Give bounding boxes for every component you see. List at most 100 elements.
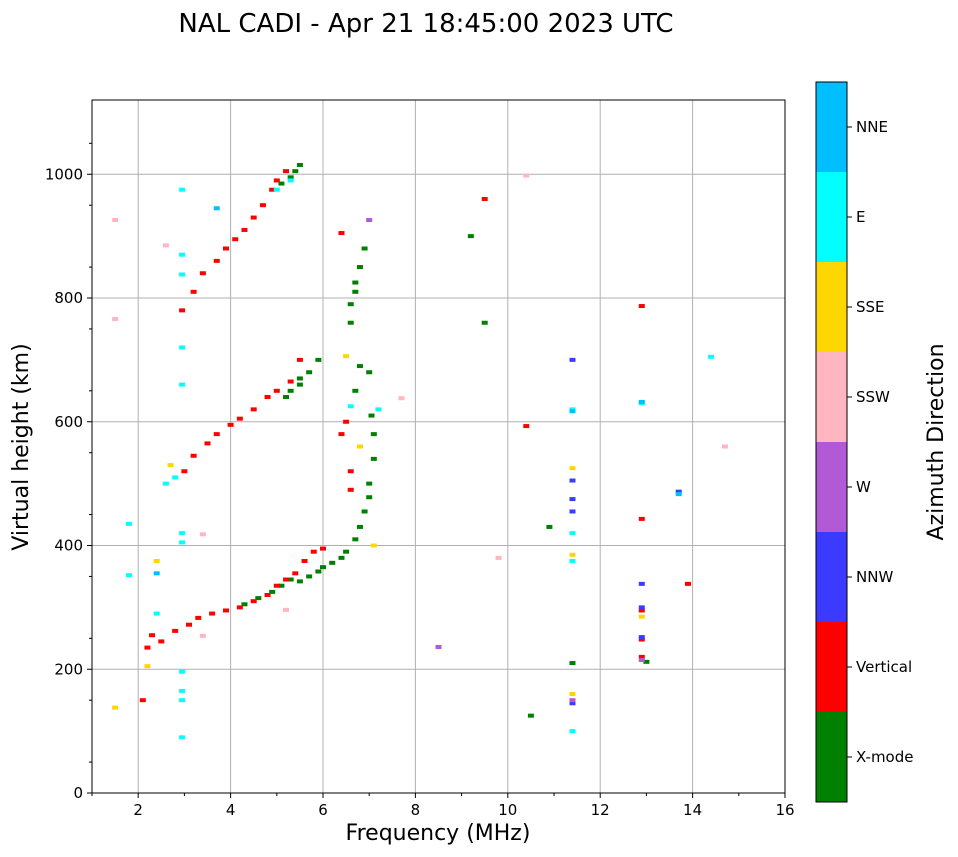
data-point-vertical <box>209 611 216 616</box>
data-point-vertical <box>149 633 156 638</box>
data-point-e <box>125 573 132 578</box>
data-point-sse <box>569 466 576 471</box>
colorbar-label: SSW <box>856 388 890 406</box>
data-point-vertical <box>269 187 276 192</box>
data-point-nnw <box>569 357 576 362</box>
data-point-x-mode <box>370 456 377 461</box>
data-point-vertical <box>236 416 243 421</box>
data-points <box>112 162 728 740</box>
data-point-vertical <box>338 231 345 236</box>
y-axis-label: Virtual height (km) <box>9 343 34 550</box>
data-point-vertical <box>273 178 280 183</box>
data-point-x-mode <box>361 509 368 514</box>
colorbar-label: W <box>856 478 871 496</box>
data-point-vertical <box>222 608 229 613</box>
plot-background <box>92 100 785 793</box>
data-point-e <box>179 688 186 693</box>
y-tick-label: 800 <box>54 289 83 307</box>
data-point-vertical <box>227 422 234 427</box>
data-point-e <box>179 698 186 703</box>
data-point-e <box>179 272 186 277</box>
data-point-e <box>287 178 294 183</box>
data-point-x-mode <box>481 320 488 325</box>
data-point-ssw <box>112 317 119 322</box>
data-point-vertical <box>144 645 151 650</box>
data-point-nne <box>569 409 576 414</box>
data-point-vertical <box>320 546 326 551</box>
colorbar-swatch <box>816 82 847 172</box>
data-point-x-mode <box>569 661 576 666</box>
data-point-x-mode <box>356 364 363 369</box>
data-point-e <box>347 404 354 409</box>
data-point-vertical <box>139 698 146 703</box>
x-tick-label: 16 <box>775 801 794 819</box>
data-point-vertical <box>638 516 645 521</box>
data-point-vertical <box>283 577 290 582</box>
data-point-e <box>179 531 186 536</box>
x-axis-ticks: 2 4 6 8 10 12 14 16 <box>91 793 795 819</box>
data-point-x-mode <box>356 265 363 270</box>
data-point-vertical <box>195 615 202 620</box>
colorbar-swatch <box>816 622 847 712</box>
data-point-nnw <box>569 478 576 483</box>
data-point-vertical <box>259 203 266 208</box>
data-point-sse <box>167 463 174 468</box>
data-point-vertical <box>338 432 345 437</box>
data-point-x-mode <box>296 579 303 584</box>
data-point-x-mode <box>546 524 553 529</box>
data-point-e <box>273 187 280 192</box>
data-point-e <box>569 531 576 536</box>
data-point-sse <box>112 705 119 710</box>
data-point-x-mode <box>269 589 276 594</box>
colorbar-swatch <box>816 262 847 352</box>
colorbar-swatch <box>816 712 847 802</box>
colorbar-swatch <box>816 532 847 622</box>
data-point-nnw <box>569 701 576 706</box>
y-tick-label: 200 <box>54 660 83 678</box>
grid-lines <box>92 100 785 793</box>
colorbar-label: X-mode <box>856 748 913 766</box>
data-point-x-mode <box>278 181 285 186</box>
data-point-sse <box>569 552 576 557</box>
y-axis-ticks: 0 200 400 600 800 1000 <box>45 142 92 802</box>
data-point-e <box>179 252 186 257</box>
data-point-sse <box>370 543 377 548</box>
data-point-x-mode <box>315 357 322 362</box>
data-point-sse <box>153 558 160 563</box>
data-point-nne <box>638 399 645 404</box>
data-point-ssw <box>199 532 206 537</box>
x-tick-label: 6 <box>318 801 328 819</box>
x-tick-label: 10 <box>498 801 517 819</box>
data-point-nnw <box>569 497 576 502</box>
data-point-vertical <box>638 608 645 613</box>
data-point-ssw <box>112 218 119 223</box>
data-point-vertical <box>301 558 308 563</box>
x-tick-label: 8 <box>411 801 421 819</box>
data-point-x-mode <box>287 175 294 180</box>
data-point-sse <box>356 444 363 449</box>
x-tick-label: 12 <box>591 801 610 819</box>
data-point-nnw <box>638 581 645 586</box>
data-point-x-mode <box>467 234 474 239</box>
data-point-e <box>179 735 186 740</box>
data-point-e <box>172 475 179 480</box>
data-point-x-mode <box>287 388 294 393</box>
data-point-e <box>179 540 186 545</box>
data-point-sse <box>569 692 576 696</box>
data-point-vertical <box>283 169 290 174</box>
data-point-nne <box>153 571 160 576</box>
data-point-e <box>569 558 576 563</box>
data-point-vertical <box>481 197 488 201</box>
data-point-vertical <box>236 605 243 610</box>
data-point-x-mode <box>287 577 294 582</box>
data-point-vertical <box>158 639 165 644</box>
data-point-e <box>162 481 169 486</box>
data-point-x-mode <box>366 495 373 500</box>
data-point-e <box>179 345 186 350</box>
data-point-sse <box>144 664 151 669</box>
data-point-x-mode <box>370 432 377 437</box>
data-point-vertical <box>213 258 220 263</box>
data-point-e <box>179 382 186 387</box>
data-point-e <box>125 521 132 526</box>
